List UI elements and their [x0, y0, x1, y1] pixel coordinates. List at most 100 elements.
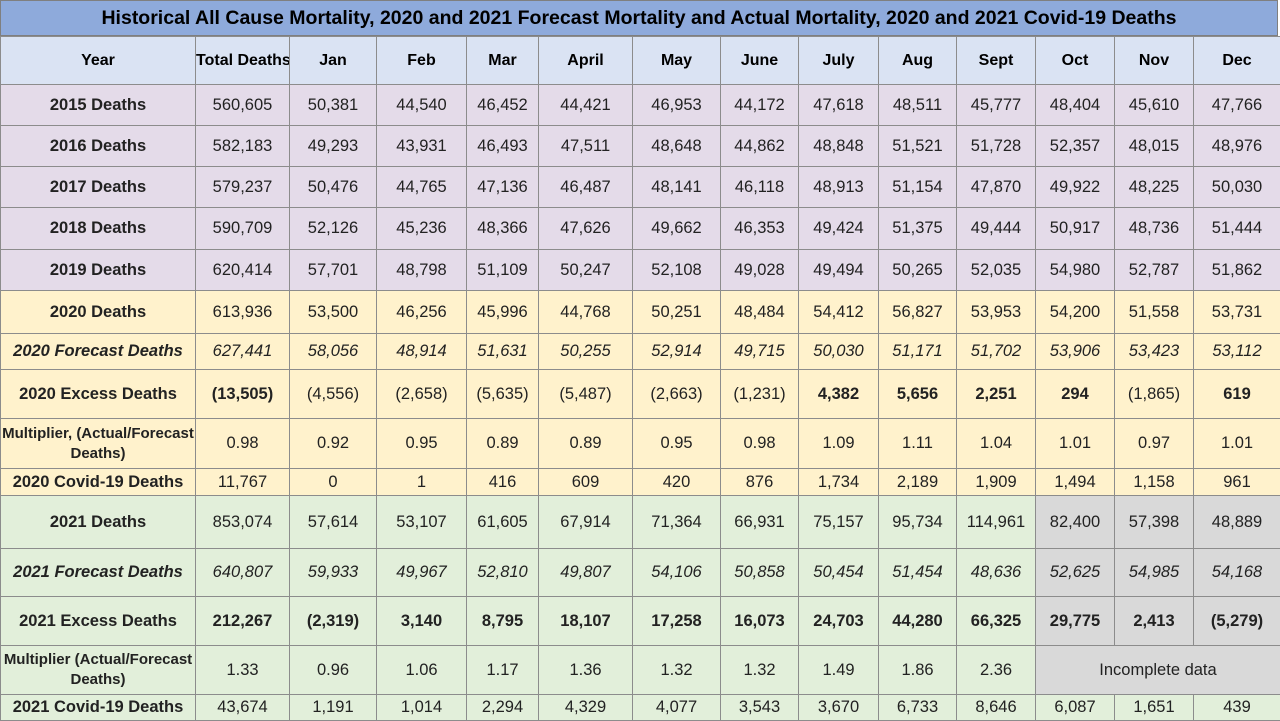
cell-jun: 0.98: [721, 419, 799, 469]
cell-feb: 44,765: [377, 167, 467, 208]
cell-sep: 51,702: [957, 334, 1036, 370]
row-2015-deaths: 2015 Deaths 560,605 50,381 44,540 46,452…: [1, 85, 1280, 126]
cell-oct: 29,775: [1036, 597, 1115, 646]
cell-may: 17,258: [633, 597, 721, 646]
cell-jan: (4,556): [290, 370, 377, 419]
cell-jan: 50,381: [290, 85, 377, 126]
cell-total: 640,807: [196, 549, 290, 597]
cell-apr: (5,487): [539, 370, 633, 419]
row-label: 2017 Deaths: [1, 167, 196, 208]
cell-jul: 4,382: [799, 370, 879, 419]
cell-apr: 50,247: [539, 250, 633, 291]
cell-total: 43,674: [196, 695, 290, 721]
row-2020-excess-deaths: 2020 Excess Deaths (13,505) (4,556) (2,6…: [1, 370, 1280, 419]
cell-nov: (1,865): [1115, 370, 1194, 419]
cell-jun: 3,543: [721, 695, 799, 721]
cell-may: 50,251: [633, 291, 721, 334]
column-header-sept: Sept: [957, 37, 1036, 85]
cell-apr: 47,626: [539, 208, 633, 250]
row-label: 2020 Covid-19 Deaths: [1, 469, 196, 496]
cell-apr: 47,511: [539, 126, 633, 167]
cell-mar: 2,294: [467, 695, 539, 721]
column-header-year: Year: [1, 37, 196, 85]
cell-jul: 50,454: [799, 549, 879, 597]
cell-jul: 48,913: [799, 167, 879, 208]
cell-dec: 48,889: [1194, 496, 1280, 549]
cell-oct: 53,906: [1036, 334, 1115, 370]
row-label: Multiplier, (Actual/Forecast Deaths): [1, 419, 196, 469]
cell-dec: 619: [1194, 370, 1280, 419]
cell-total: 590,709: [196, 208, 290, 250]
column-header-may: May: [633, 37, 721, 85]
cell-may: 52,108: [633, 250, 721, 291]
cell-dec: 439: [1194, 695, 1280, 721]
cell-jan: 57,701: [290, 250, 377, 291]
cell-nov: 48,225: [1115, 167, 1194, 208]
cell-feb: 44,540: [377, 85, 467, 126]
cell-jul: 49,494: [799, 250, 879, 291]
column-header-jan: Jan: [290, 37, 377, 85]
cell-nov: 57,398: [1115, 496, 1194, 549]
cell-nov: 1,651: [1115, 695, 1194, 721]
cell-jul: 75,157: [799, 496, 879, 549]
cell-dec: 53,731: [1194, 291, 1280, 334]
column-header-june: June: [721, 37, 799, 85]
cell-feb: 46,256: [377, 291, 467, 334]
cell-feb: (2,658): [377, 370, 467, 419]
cell-apr: 50,255: [539, 334, 633, 370]
row-2021-deaths: 2021 Deaths 853,074 57,614 53,107 61,605…: [1, 496, 1280, 549]
cell-apr: 44,768: [539, 291, 633, 334]
cell-oct: 1,494: [1036, 469, 1115, 496]
cell-nov: 1,158: [1115, 469, 1194, 496]
cell-apr: 18,107: [539, 597, 633, 646]
cell-jan: 1,191: [290, 695, 377, 721]
row-2020-deaths: 2020 Deaths 613,936 53,500 46,256 45,996…: [1, 291, 1280, 334]
cell-may: 54,106: [633, 549, 721, 597]
cell-aug: 44,280: [879, 597, 957, 646]
row-label: 2021 Covid-19 Deaths: [1, 695, 196, 721]
cell-mar: 46,452: [467, 85, 539, 126]
cell-apr: 4,329: [539, 695, 633, 721]
cell-jun: 49,715: [721, 334, 799, 370]
row-2017-deaths: 2017 Deaths 579,237 50,476 44,765 47,136…: [1, 167, 1280, 208]
cell-jan: 52,126: [290, 208, 377, 250]
cell-jan: (2,319): [290, 597, 377, 646]
cell-nov: 48,736: [1115, 208, 1194, 250]
cell-total: 11,767: [196, 469, 290, 496]
cell-jun: 50,858: [721, 549, 799, 597]
cell-nov: 53,423: [1115, 334, 1194, 370]
cell-oct: 1.01: [1036, 419, 1115, 469]
cell-oct: 52,625: [1036, 549, 1115, 597]
cell-sep: 48,636: [957, 549, 1036, 597]
row-label: 2020 Deaths: [1, 291, 196, 334]
cell-jan: 0.96: [290, 646, 377, 695]
cell-jul: 1,734: [799, 469, 879, 496]
column-header-mar: Mar: [467, 37, 539, 85]
cell-may: 48,141: [633, 167, 721, 208]
cell-total: 853,074: [196, 496, 290, 549]
cell-feb: 45,236: [377, 208, 467, 250]
row-2019-deaths: 2019 Deaths 620,414 57,701 48,798 51,109…: [1, 250, 1280, 291]
cell-dec: 48,976: [1194, 126, 1280, 167]
cell-feb: 48,798: [377, 250, 467, 291]
column-header-nov: Nov: [1115, 37, 1194, 85]
cell-jan: 49,293: [290, 126, 377, 167]
cell-jun: (1,231): [721, 370, 799, 419]
cell-mar: 48,366: [467, 208, 539, 250]
row-2018-deaths: 2018 Deaths 590,709 52,126 45,236 48,366…: [1, 208, 1280, 250]
cell-oct: 294: [1036, 370, 1115, 419]
cell-total: 1.33: [196, 646, 290, 695]
cell-jun: 44,862: [721, 126, 799, 167]
row-label: 2018 Deaths: [1, 208, 196, 250]
cell-jan: 0: [290, 469, 377, 496]
cell-jun: 44,172: [721, 85, 799, 126]
cell-mar: 46,493: [467, 126, 539, 167]
cell-dec: 51,862: [1194, 250, 1280, 291]
row-label: 2016 Deaths: [1, 126, 196, 167]
cell-feb: 43,931: [377, 126, 467, 167]
cell-aug: 6,733: [879, 695, 957, 721]
cell-oct: 48,404: [1036, 85, 1115, 126]
cell-oct: 6,087: [1036, 695, 1115, 721]
cell-feb: 3,140: [377, 597, 467, 646]
cell-mar: 51,631: [467, 334, 539, 370]
